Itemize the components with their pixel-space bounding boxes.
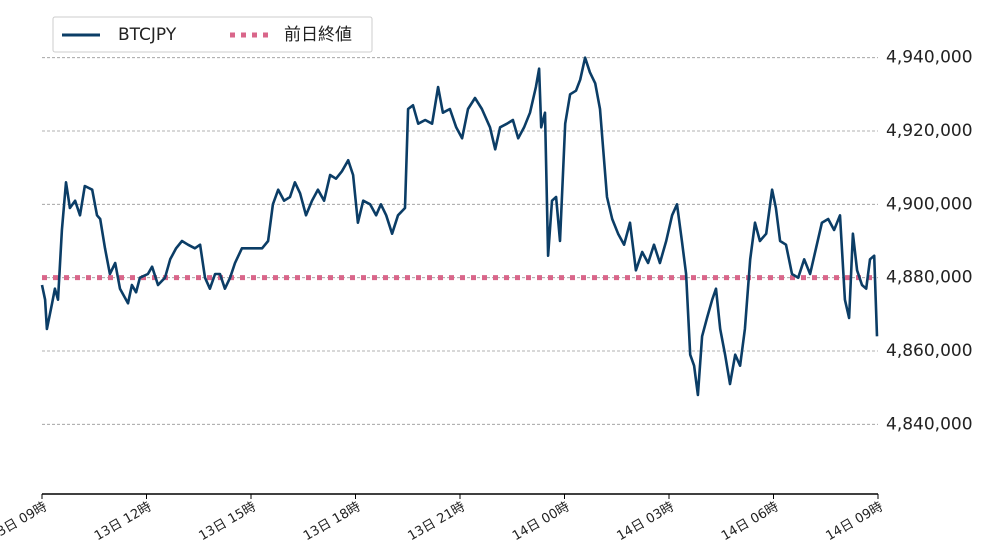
y-tick-label: 4,920,000 [886,121,973,141]
x-tick-label: 13日 18時 [301,500,363,545]
x-tick-label: 14日 03時 [615,500,677,545]
x-tick-label: 14日 09時 [824,500,886,545]
legend-label: 前日終値 [284,25,352,45]
x-tick-label: 14日 06時 [719,500,781,545]
legend: BTCJPY 前日終値 [52,16,373,53]
y-tick-label: 4,900,000 [886,194,973,214]
legend-label: BTCJPY [118,25,177,45]
x-tick-label: 13日 09時 [0,500,50,545]
y-tick-label: 4,860,000 [886,341,973,361]
x-tick-label: 13日 15時 [197,500,259,545]
legend-box [52,16,373,53]
price-line [40,56,879,397]
x-tick-label: 14日 00時 [510,500,572,545]
y-tick-label: 4,880,000 [886,268,973,288]
y-tick-label: 4,940,000 [886,48,973,68]
y-tick-label: 4,840,000 [886,414,973,434]
x-tick-label: 13日 21時 [406,500,468,545]
x-tick-label: 13日 12時 [92,500,154,545]
